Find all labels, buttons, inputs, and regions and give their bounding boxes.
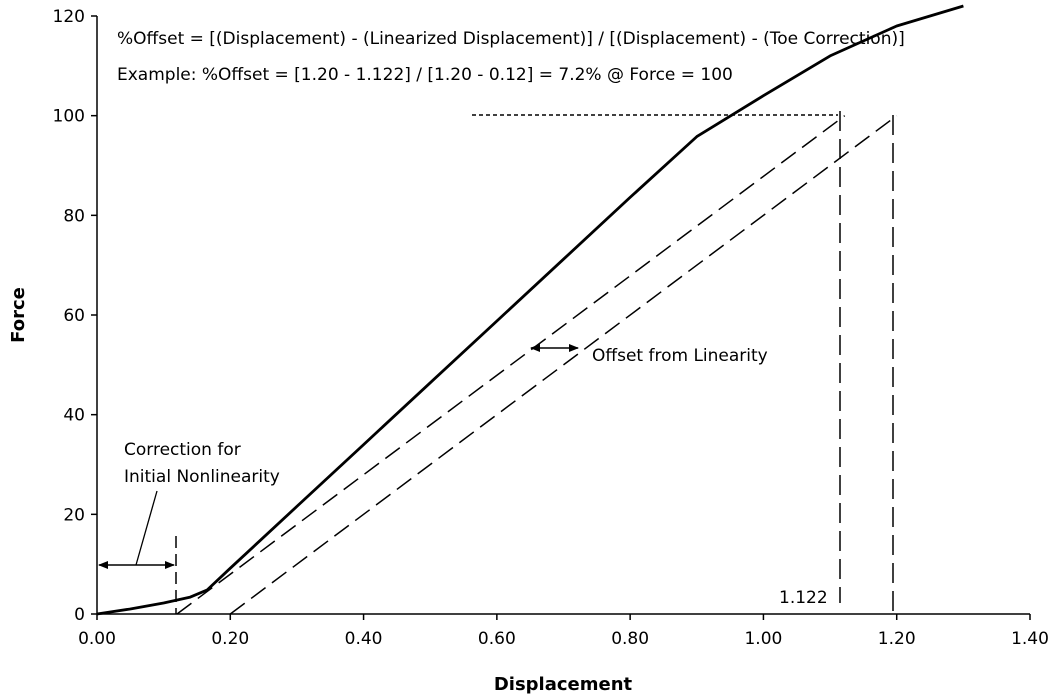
formula-text: %Offset = [(Displacement) - (Linearized … bbox=[117, 29, 905, 49]
ticks: 0.00 0.20 0.40 0.60 0.80 1.00 1.20 1.40 0 20 40 60 8… bbox=[53, 7, 1049, 649]
correction-leader-line bbox=[135, 490, 158, 566]
x-tick-label: 0.60 bbox=[478, 629, 516, 649]
x-tick-label: 0.80 bbox=[611, 629, 649, 649]
x-tick-label: 0.00 bbox=[78, 629, 116, 649]
linearized-line-1 bbox=[176, 115, 846, 615]
series-layer bbox=[96, 4, 964, 616]
correction-label-line1: Correction for bbox=[124, 440, 241, 460]
y-tick-label: 20 bbox=[63, 505, 85, 525]
example-text: Example: %Offset = [1.20 - 1.122] / [1.2… bbox=[117, 65, 733, 85]
y-tick-label: 100 bbox=[53, 107, 85, 127]
y-tick-label: 0 bbox=[74, 605, 85, 625]
marker-value-label: 1.122 bbox=[779, 588, 828, 608]
y-tick-label: 40 bbox=[63, 406, 85, 426]
y-axis-title: Force bbox=[8, 287, 29, 343]
x-tick-label: 1.20 bbox=[878, 629, 916, 649]
y-tick-label: 120 bbox=[53, 7, 85, 27]
x-tick-label: 1.00 bbox=[744, 629, 782, 649]
linearized-line-2 bbox=[229, 115, 898, 615]
force-displacement-curve bbox=[96, 4, 964, 616]
x-tick-label: 1.40 bbox=[1011, 629, 1049, 649]
x-axis-title: Displacement bbox=[494, 674, 633, 695]
correction-label-line2: Initial Nonlinearity bbox=[124, 467, 280, 487]
y-tick-label: 80 bbox=[63, 206, 85, 226]
x-tick-label: 0.20 bbox=[211, 629, 249, 649]
x-tick-label: 0.40 bbox=[345, 629, 383, 649]
offset-label: Offset from Linearity bbox=[592, 346, 768, 366]
y-tick-label: 60 bbox=[63, 306, 85, 326]
